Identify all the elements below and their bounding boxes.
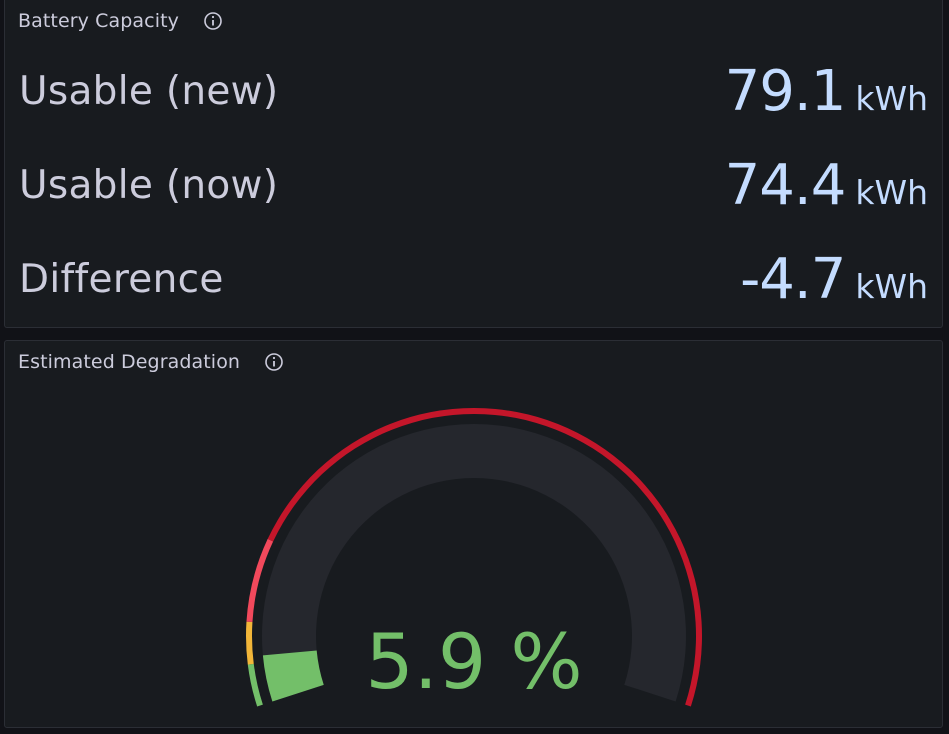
gauge-value-text: 5.9 % <box>365 617 582 706</box>
stat-unit: kWh <box>855 173 928 212</box>
stat-label: Usable (now) <box>19 163 279 208</box>
gauge-threshold-segment <box>246 621 254 665</box>
panel-title: Battery Capacity <box>18 10 179 32</box>
stat-unit: kWh <box>855 267 928 306</box>
stat-value: 79.1 <box>724 59 847 124</box>
stat-value-group: 74.4 kWh <box>725 151 928 221</box>
gauge-threshold-segment <box>247 663 263 707</box>
gauge-track <box>261 423 686 702</box>
panel-header: Estimated Degradation <box>18 351 284 373</box>
stat-value-group: -4.7 kWh <box>740 245 928 315</box>
stat-unit: kWh <box>855 79 928 118</box>
battery-capacity-panel: Battery Capacity Usable (new) 79.1 kWh U… <box>4 0 943 328</box>
stat-row-usable-now: Usable (now) 74.4 kWh <box>19 151 928 221</box>
degradation-gauge: 5.9 % <box>246 407 702 707</box>
gauge-threshold-band <box>246 407 702 707</box>
gauge-threshold-segment <box>246 538 274 623</box>
stat-label: Usable (new) <box>19 69 279 114</box>
info-icon[interactable] <box>203 11 223 31</box>
stat-row-difference: Difference -4.7 kWh <box>19 245 928 315</box>
panel-title: Estimated Degradation <box>18 351 241 373</box>
info-icon[interactable] <box>264 352 284 372</box>
stat-value: 74.4 <box>724 153 847 218</box>
stat-label: Difference <box>19 257 224 302</box>
estimated-degradation-panel: Estimated Degradation 5.9 % <box>4 340 943 728</box>
stat-value-group: 79.1 kWh <box>725 57 928 127</box>
stat-value: -4.7 <box>740 247 846 312</box>
gauge-value-fill <box>262 650 324 702</box>
stat-row-usable-new: Usable (new) 79.1 kWh <box>19 57 928 127</box>
panel-header: Battery Capacity <box>18 10 223 32</box>
